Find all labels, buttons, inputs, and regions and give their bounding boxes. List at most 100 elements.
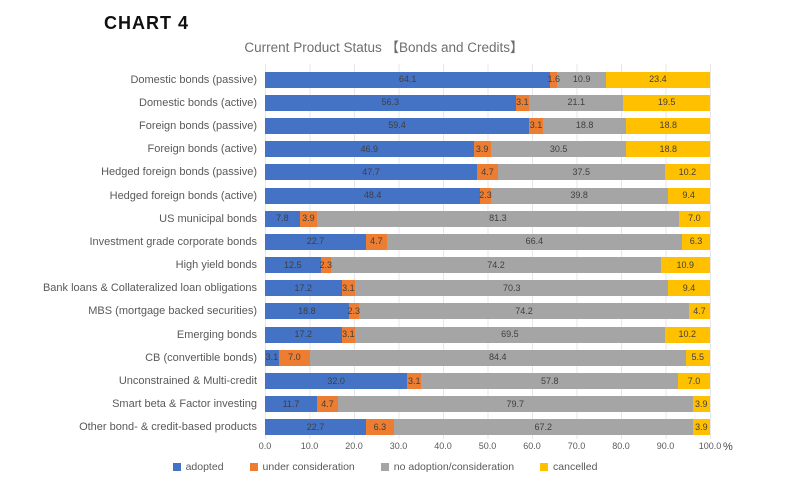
legend-swatch-icon bbox=[540, 463, 549, 471]
data-label: 64.1 bbox=[398, 74, 417, 85]
category-label: Emerging bonds bbox=[176, 328, 257, 341]
bar-track: 17.2 3.1 70.3 9.4 bbox=[265, 280, 710, 297]
bar-row: CB (convertible bonds) 3.1 7.0 84.4 5.5 bbox=[0, 346, 800, 369]
bar-track: 22.7 4.7 66.4 6.3 bbox=[265, 233, 710, 250]
bar-segment-under-consideration: 3.1 bbox=[407, 373, 422, 390]
category-label: Hedged foreign bonds (active) bbox=[109, 189, 257, 202]
category-label: CB (convertible bonds) bbox=[145, 351, 257, 364]
bar-track: 7.8 3.9 81.3 7.0 bbox=[265, 210, 710, 227]
data-label: 47.7 bbox=[362, 166, 380, 177]
category-label: Domestic bonds (active) bbox=[139, 96, 257, 109]
data-label: 21.1 bbox=[567, 97, 586, 108]
bar-track: 48.4 2.3 39.8 9.4 bbox=[265, 187, 710, 204]
data-label: 12.5 bbox=[284, 259, 302, 270]
data-label: 30.5 bbox=[549, 143, 568, 154]
data-label: 3.9 bbox=[695, 398, 708, 409]
data-label: 5.5 bbox=[691, 352, 704, 363]
bar-segment-cancelled: 3.9 bbox=[692, 419, 710, 436]
category-label: Unconstrained & Multi-credit bbox=[118, 375, 257, 388]
data-label: 10.2 bbox=[678, 329, 697, 340]
data-label: 18.8 bbox=[659, 120, 677, 131]
chart-number-label: CHART 4 bbox=[104, 13, 190, 33]
data-label: 70.3 bbox=[502, 282, 521, 293]
bar-segment-under-consideration: 3.1 bbox=[529, 117, 543, 134]
legend-swatch-icon bbox=[249, 463, 258, 471]
x-tick-label: 90.0 bbox=[656, 441, 675, 451]
bar-segment-under-consideration: 1.6 bbox=[548, 71, 560, 88]
data-label: 48.4 bbox=[363, 190, 382, 201]
category-label: Hedged foreign bonds (passive) bbox=[101, 166, 257, 179]
bar-segment-under-consideration: 7.0 bbox=[278, 349, 310, 366]
data-label: 9.4 bbox=[682, 282, 696, 293]
bar-segment-adopted: 64.1 bbox=[265, 71, 551, 88]
bar-segment-adopted: 17.2 bbox=[265, 326, 342, 343]
bar-segment-no-adoption-consideration: 74.2 bbox=[330, 257, 662, 274]
bar-segment-no-adoption-consideration: 18.8 bbox=[542, 117, 627, 134]
bar-segment-adopted: 47.7 bbox=[265, 164, 478, 181]
bar-track: 18.8 2.3 74.2 4.7 bbox=[265, 303, 710, 320]
legend-label: no adoption/consideration bbox=[393, 461, 515, 473]
data-label: 39.8 bbox=[570, 190, 588, 201]
data-label: 7.8 bbox=[276, 213, 289, 224]
bar-segment-adopted: 59.4 bbox=[265, 117, 530, 134]
bar-row: Hedged foreign bonds (passive) 47.7 4.7 37.… bbox=[0, 161, 800, 184]
bar-segment-no-adoption-consideration: 57.8 bbox=[421, 373, 679, 390]
data-label: 4.7 bbox=[481, 166, 494, 177]
category-label: High yield bonds bbox=[175, 259, 257, 272]
bar-segment-under-consideration: 3.9 bbox=[473, 141, 491, 158]
bar-segment-cancelled: 10.2 bbox=[664, 326, 710, 343]
data-label: 3.9 bbox=[695, 421, 708, 432]
data-label: 18.8 bbox=[659, 143, 677, 154]
bar-segment-under-consideration: 2.3 bbox=[319, 257, 332, 274]
legend-label: cancelled bbox=[553, 461, 598, 473]
bar-segment-under-consideration: 4.7 bbox=[365, 233, 387, 250]
bar-row: Investment grade corporate bonds 22.7 4.7 6… bbox=[0, 230, 800, 253]
x-tick-label: 60.0 bbox=[523, 441, 541, 451]
data-label: 3.1 bbox=[342, 282, 355, 293]
bar-row: Hedged foreign bonds (active) 48.4 2.3 39.8… bbox=[0, 184, 800, 207]
data-label: 4.7 bbox=[693, 305, 706, 316]
category-label: Smart beta & Factor investing bbox=[112, 398, 257, 411]
data-label: 11.7 bbox=[282, 398, 300, 409]
bar-segment-under-consideration: 3.9 bbox=[299, 210, 318, 227]
bar-track: 3.1 7.0 84.4 5.5 bbox=[265, 349, 710, 366]
bar-segment-no-adoption-consideration: 10.9 bbox=[557, 71, 606, 88]
data-label: 6.3 bbox=[689, 236, 703, 247]
bar-segment-no-adoption-consideration: 67.2 bbox=[393, 419, 693, 436]
legend-item-under-consideration: under consideration bbox=[249, 461, 355, 473]
data-label: 7.0 bbox=[288, 352, 301, 363]
data-label: 18.8 bbox=[575, 120, 594, 131]
x-tick-label: 20.0 bbox=[345, 441, 363, 451]
data-label: 56.3 bbox=[381, 97, 400, 108]
category-label: Foreign bonds (passive) bbox=[138, 119, 257, 132]
data-label: 2.3 bbox=[319, 259, 332, 270]
data-label: 66.4 bbox=[525, 236, 544, 247]
data-label: 9.4 bbox=[682, 190, 695, 201]
bar-track: 17.2 3.1 69.5 10.2 bbox=[265, 326, 710, 343]
bar-row: Bank loans & Collateralized loan obligat… bbox=[0, 277, 800, 300]
bar-row: High yield bonds 12.5 2.3 74.2 10.9 bbox=[0, 254, 800, 277]
bar-track: 32.0 3.1 57.8 7.0 bbox=[265, 373, 710, 390]
bar-segment-cancelled: 19.5 bbox=[623, 94, 710, 111]
data-label: 74.2 bbox=[515, 305, 533, 316]
bar-segment-under-consideration: 4.7 bbox=[477, 164, 498, 181]
category-label: Domestic bonds (passive) bbox=[130, 73, 257, 86]
x-axis: % 0.0 10.0 20.0 30.0 40.0 50.0 60.0 70.0 80.0 90.… bbox=[259, 441, 733, 455]
data-label: 81.3 bbox=[489, 213, 507, 224]
bar-segment-cancelled: 18.8 bbox=[626, 117, 710, 134]
bar-segment-under-consideration: 3.1 bbox=[515, 94, 530, 111]
legend: adopted under consideration no adoption/co… bbox=[0, 461, 770, 473]
bar-segment-adopted: 11.7 bbox=[265, 396, 318, 413]
legend-label: adopted bbox=[185, 461, 224, 473]
bar-track: 11.7 4.7 79.7 3.9 bbox=[265, 396, 710, 413]
bar-segment-cancelled: 10.2 bbox=[664, 164, 710, 181]
data-label: 3.1 bbox=[529, 120, 543, 131]
bar-segment-cancelled: 9.4 bbox=[667, 187, 710, 204]
stacked-bar-chart: Domestic bonds (passive) 64.1 1.6 10.9 23.4 D… bbox=[0, 68, 800, 439]
data-label: 18.8 bbox=[298, 305, 316, 316]
data-label: 3.1 bbox=[265, 352, 279, 363]
bar-segment-cancelled: 3.9 bbox=[692, 396, 710, 413]
category-label: Foreign bonds (active) bbox=[147, 143, 257, 156]
bar-segment-adopted: 32.0 bbox=[265, 373, 408, 390]
